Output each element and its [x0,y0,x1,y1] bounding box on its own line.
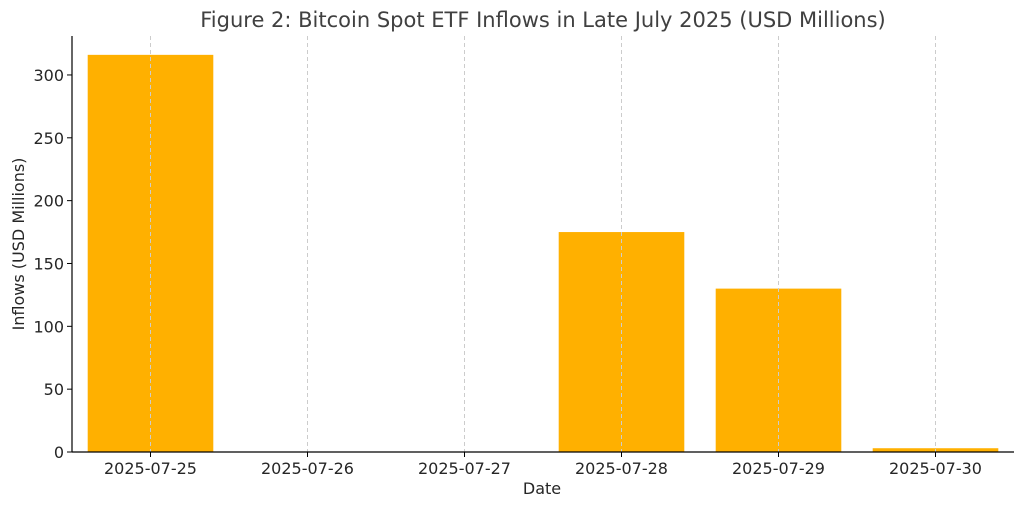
x-tick-label-2025-07-30: 2025-07-30 [889,459,982,478]
x-axis-label: Date [523,479,561,498]
y-axis-label: Inflows (USD Millions) [9,158,28,331]
x-tick-label-2025-07-27: 2025-07-27 [418,459,511,478]
y-tick-label-100: 100 [33,317,64,336]
y-tick-label-50: 50 [44,380,64,399]
grid-layer [150,36,936,452]
y-tick-label-0: 0 [54,443,64,462]
y-tick-label-250: 250 [33,129,64,148]
x-tick-label-2025-07-26: 2025-07-26 [261,459,354,478]
axes-layer [71,36,1014,453]
x-tick-label-2025-07-25: 2025-07-25 [104,459,197,478]
ticks-layer: 0 50 100 150 200 250 300 2025-07-25 2025-07-26 20… [33,66,982,478]
chart-title: Figure 2: Bitcoin Spot ETF Inflows in La… [200,8,886,32]
y-tick-label-150: 150 [33,254,64,273]
y-tick-label-200: 200 [33,192,64,211]
bar-2025-07-29 [715,288,842,452]
y-tick-label-300: 300 [33,66,64,85]
bars-layer [87,54,999,453]
x-tick-label-2025-07-28: 2025-07-28 [575,459,668,478]
bar-2025-07-28 [558,232,685,452]
x-tick-label-2025-07-29: 2025-07-29 [732,459,825,478]
